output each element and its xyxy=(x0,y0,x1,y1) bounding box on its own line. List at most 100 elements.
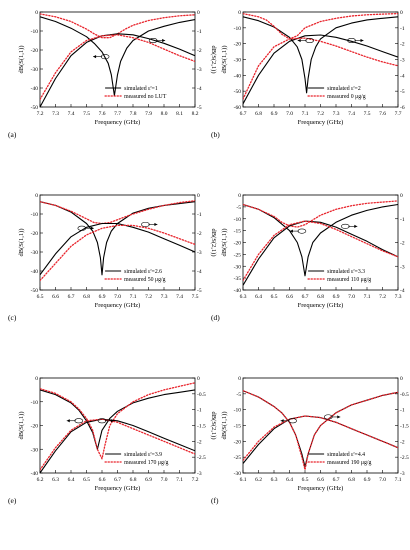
y-right-tick-label: -3 xyxy=(197,250,202,256)
curve-marker-ellipse xyxy=(74,418,84,424)
x-tick-label: 7.1 xyxy=(395,477,402,483)
y-right-tick-label: 0 xyxy=(197,193,200,199)
x-tick-label: 8.0 xyxy=(161,111,168,117)
x-tick-label: 6.6 xyxy=(99,477,106,483)
legend-label-measured: measured no LUT xyxy=(124,94,167,100)
x-tick-label: 6.5 xyxy=(83,477,90,483)
x-tick-label: 7.2 xyxy=(192,477,199,483)
y-left-tick-label: -50 xyxy=(31,288,39,294)
x-tick-label: 6.3 xyxy=(52,477,59,483)
y-left-tick-label: -20 xyxy=(234,439,242,445)
y-left-tick-label: -30 xyxy=(234,471,242,477)
axis-arrow-head xyxy=(280,419,284,423)
x-tick-label: 6.6 xyxy=(52,294,59,300)
x-tick-label: 7.6 xyxy=(379,111,386,117)
series-line-left-dotted xyxy=(243,390,398,471)
legend-label-simulated: simulated ε'=4.4 xyxy=(327,452,365,458)
y-left-tick-label: -50 xyxy=(31,105,39,111)
x-tick-label: 6.4 xyxy=(286,477,293,483)
x-tick-label: 6.4 xyxy=(68,477,75,483)
series-line-right-solid xyxy=(243,220,398,286)
y-left-tick-label: -10 xyxy=(234,217,242,223)
series-line-right-dotted xyxy=(243,220,398,282)
y-right-tick-label: 0 xyxy=(400,376,403,382)
y-right-tick-label: 0 xyxy=(400,193,403,199)
y-right-tick-label: -2.5 xyxy=(400,455,409,461)
x-tick-label: 7.7 xyxy=(114,111,121,117)
x-tick-label: 6.6 xyxy=(317,477,324,483)
y-left-tick-label: -30 xyxy=(31,67,39,73)
panel-label: (a) xyxy=(8,130,17,139)
x-tick-label: 6.9 xyxy=(364,477,371,483)
x-tick-label: 7.0 xyxy=(114,294,121,300)
y-right-tick-label: -2 xyxy=(400,439,405,445)
x-tick-label: 7.2 xyxy=(317,111,324,117)
x-tick-label: 7.3 xyxy=(52,111,59,117)
series-line-left-solid xyxy=(40,16,195,97)
series-line-right-dotted xyxy=(243,415,398,461)
y-right-tick-label: 0 xyxy=(400,10,403,16)
x-tick-label: 6.2 xyxy=(255,477,262,483)
panel-label: (d) xyxy=(211,313,220,322)
y-right-tick-label: -1 xyxy=(400,408,405,414)
y-left-tick-label: -20 xyxy=(234,241,242,247)
legend-label-simulated: simulated ε'=2 xyxy=(327,86,361,92)
x-tick-label: 6.5 xyxy=(302,477,309,483)
x-tick-label: 7.5 xyxy=(192,294,199,300)
y-right-tick-label: -2 xyxy=(197,48,202,54)
series-line-left-solid xyxy=(40,201,195,276)
x-tick-label: 6.6 xyxy=(286,294,293,300)
series-line-left-solid xyxy=(243,16,398,94)
series-line-left-dotted xyxy=(40,13,195,39)
x-tick-label: 6.8 xyxy=(130,477,137,483)
y-right-tick-label: -3 xyxy=(197,471,202,477)
x-tick-label: 7.5 xyxy=(83,111,90,117)
y-right-tick-label: -3 xyxy=(400,471,405,477)
plot-frame xyxy=(39,11,196,108)
y-left-tick-label: -20 xyxy=(31,424,39,430)
x-tick-label: 7.2 xyxy=(145,294,152,300)
y-right-tick-label: -5 xyxy=(400,89,405,95)
y-right-tick-label: -1.5 xyxy=(197,424,206,430)
y-right-tick-label: -2 xyxy=(197,231,202,237)
plot-frame xyxy=(242,11,399,108)
axis-arrow-head xyxy=(93,55,97,59)
y-left-tick-label: -30 xyxy=(234,264,242,270)
y-left-tick-label: -15 xyxy=(234,424,242,430)
x-tick-label: 7.0 xyxy=(348,294,355,300)
axis-arrow-head xyxy=(90,226,94,230)
x-tick-label: 7.1 xyxy=(176,477,183,483)
x-tick-label: 7.0 xyxy=(286,111,293,117)
y-left-tick-label: -25 xyxy=(234,455,242,461)
x-tick-label: 6.2 xyxy=(37,477,44,483)
y-left-tick-label: -10 xyxy=(31,29,39,35)
axis-arrow-head xyxy=(360,38,364,43)
y-left-tick-label: -30 xyxy=(31,250,39,256)
series-line-right-dotted xyxy=(40,224,195,282)
y-left-tick-label: -30 xyxy=(31,447,39,453)
curve-marker-ellipse xyxy=(297,228,307,234)
y-left-tick-label: -20 xyxy=(31,48,39,54)
y-left-tick-label: 0 xyxy=(238,10,241,16)
plot-frame xyxy=(242,194,399,291)
series-line-right-solid xyxy=(243,415,398,464)
y-left-axis-label: dB(S(1,1)) xyxy=(221,412,228,440)
y-left-tick-label: 0 xyxy=(238,193,241,199)
x-tick-label: 7.4 xyxy=(68,111,75,117)
y-right-tick-label: -3 xyxy=(400,58,405,64)
legend-label-measured: measured 50 μg/g xyxy=(124,277,166,283)
y-left-tick-label: -25 xyxy=(234,252,242,258)
series-line-left-solid xyxy=(243,390,398,468)
x-axis-label: Frequency (GHz) xyxy=(95,485,141,492)
legend-label-simulated: simulated ε'=1 xyxy=(124,86,158,92)
y-left-tick-label: -10 xyxy=(234,26,242,32)
x-tick-label: 7.5 xyxy=(364,111,371,117)
panel-label: (e) xyxy=(8,496,17,505)
y-left-tick-label: -40 xyxy=(234,73,242,79)
chart-panel-1: 7.2 7.3 7.4 7.5 7.6 7.7 7.8 7.9 8.0 8.1 8.20-10-20… xyxy=(8,10,217,139)
y-right-tick-label: -5 xyxy=(197,105,202,111)
axis-arrow-head xyxy=(66,419,70,423)
series-line-left-dotted xyxy=(243,12,398,40)
x-tick-label: 7.4 xyxy=(348,111,355,117)
